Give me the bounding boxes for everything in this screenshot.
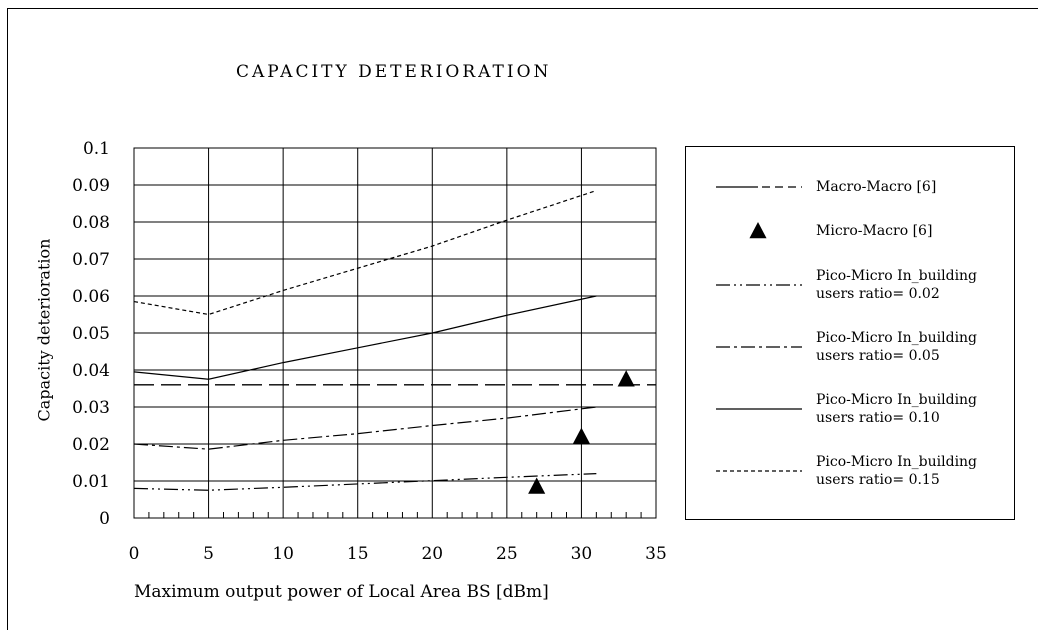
y-tick-label: 0.04 [72, 361, 110, 381]
legend-label: Pico-Micro In_building users ratio= 0.05 [816, 330, 978, 364]
y-tick-label: 0.06 [72, 287, 110, 307]
legend-item: Micro-Macro [6] [686, 209, 1014, 253]
chart-frame [7, 8, 1038, 630]
legend-label: Pico-Micro In_building users ratio= 0.02 [816, 268, 978, 302]
series-line [133, 473, 597, 491]
y-tick-label: 0.07 [72, 250, 110, 270]
y-tick-label: 0 [99, 509, 110, 529]
data-point-triangle [572, 427, 590, 444]
data-point-triangle [617, 370, 635, 387]
legend-swatch [716, 284, 802, 286]
x-tick-label: 10 [272, 544, 294, 564]
x-tick-label: 15 [347, 544, 369, 564]
legend-label: Pico-Micro In_building users ratio= 0.10 [816, 392, 978, 426]
legend-item: Pico-Micro In_building users ratio= 0.05 [686, 325, 1014, 369]
y-tick-label: 0.03 [72, 398, 110, 418]
x-tick-label: 30 [571, 544, 593, 564]
legend-swatch [716, 408, 802, 410]
y-tick-label: 0.01 [72, 472, 110, 492]
x-tick-label: 20 [421, 544, 443, 564]
chart-title: CAPACITY DETERIORATION [236, 62, 552, 82]
legend-item: Pico-Micro In_building users ratio= 0.02 [686, 263, 1014, 307]
legend-swatch [716, 470, 802, 472]
legend: Macro-Macro [6] Micro-Macro [6] Pico-Micro… [685, 146, 1015, 520]
legend-label: Micro-Macro [6] [816, 223, 933, 239]
series-2 [133, 473, 597, 491]
series-line [133, 189, 597, 316]
y-tick-label: 0.08 [72, 213, 110, 233]
legend-item: Pico-Micro In_building users ratio= 0.10 [686, 387, 1014, 431]
legend-swatch [716, 186, 802, 188]
series-line [133, 295, 597, 380]
y-tick-label: 0.02 [72, 435, 110, 455]
x-tick-label: 25 [496, 544, 518, 564]
legend-item: Macro-Macro [6] [686, 165, 1014, 209]
legend-label: Pico-Micro In_building users ratio= 0.15 [816, 454, 978, 488]
series-4 [133, 295, 597, 380]
legend-label: Macro-Macro [6] [816, 179, 937, 195]
y-tick-label: 0.05 [72, 324, 110, 344]
grid-lines [133, 147, 657, 519]
legend-swatch [749, 222, 767, 239]
data-point-triangle [528, 477, 546, 494]
series-3 [133, 406, 597, 450]
legend-marker-triangle [749, 222, 767, 239]
series-layer [133, 189, 656, 494]
series-1 [528, 370, 635, 494]
series-5 [133, 189, 597, 316]
y-tick-label: 0.1 [83, 139, 110, 159]
legend-item: Pico-Micro In_building users ratio= 0.15 [686, 449, 1014, 493]
x-tick-label: 5 [203, 544, 214, 564]
x-axis-label: Maximum output power of Local Area BS [d… [134, 582, 549, 602]
series-line [133, 406, 597, 450]
legend-swatch [716, 346, 802, 348]
x-tick-label: 35 [645, 544, 667, 564]
y-tick-label: 0.09 [72, 176, 110, 196]
tick-labels: 0 0.01 0.02 0.03 0.04 0.05 0.06 0.07 0.08 0.09 0.1… [72, 139, 667, 564]
x-tick-label: 0 [129, 544, 140, 564]
